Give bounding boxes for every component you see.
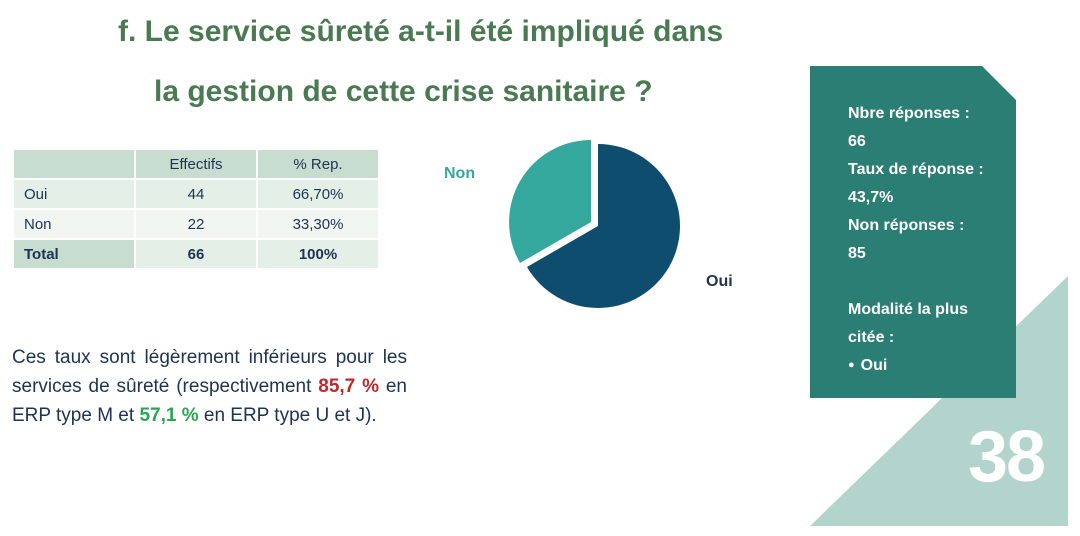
table-header-effectifs: Effectifs	[136, 150, 256, 178]
page-number: 38	[968, 417, 1046, 497]
note-value-erp-m: 85,7 %	[318, 376, 379, 397]
non-responses-value: 85	[848, 245, 866, 262]
frequency-table: Effectifs % Rep. Oui 44 66,70% Non 22 33…	[12, 148, 380, 270]
response-rate-value: 43,7%	[848, 189, 894, 206]
table-header-corner	[14, 150, 134, 178]
table-row-total: Total 66 100%	[14, 240, 378, 268]
note-value-erp-uj: 57,1 %	[139, 405, 199, 426]
total-pct: 100%	[258, 240, 378, 268]
modal-label-line-1: Modalité la plus	[848, 301, 969, 318]
comparison-note: Ces taux sont légèrement inférieurs pour…	[12, 343, 407, 430]
total-effectifs: 66	[136, 240, 256, 268]
pie-chart: Oui Non	[444, 140, 733, 308]
total-label: Total	[14, 240, 134, 268]
title-line-2: la gestion de cette crise sanitaire ?	[154, 75, 653, 108]
nb-responses-label: Nbre réponses :	[848, 105, 970, 122]
page-title: f. Le service sûreté a-t-il été impliqué…	[118, 2, 798, 122]
pie-label-oui: Oui	[706, 273, 733, 290]
row-effectifs: 44	[136, 180, 256, 208]
response-rate-label: Taux de réponse :	[848, 161, 984, 178]
table-header-row: Effectifs % Rep.	[14, 150, 378, 178]
table-row-oui: Oui 44 66,70%	[14, 180, 378, 208]
row-label: Non	[14, 210, 134, 238]
title-line-1: f. Le service sûreté a-t-il été impliqué…	[118, 15, 724, 48]
row-pct: 66,70%	[258, 180, 378, 208]
note-text-3: en ERP type U et J).	[198, 405, 377, 426]
table-header-pct: % Rep.	[258, 150, 378, 178]
row-pct: 33,30%	[258, 210, 378, 238]
row-label: Oui	[14, 180, 134, 208]
modal-value: Oui	[848, 352, 1002, 381]
nb-responses-value: 66	[848, 133, 866, 150]
pie-label-non: Non	[444, 165, 475, 182]
row-effectifs: 22	[136, 210, 256, 238]
table-row-non: Non 22 33,30%	[14, 210, 378, 238]
note-text-2: en ERP type M et	[12, 376, 407, 426]
note-text-1: Ces taux sont légèrement inférieurs pour…	[12, 347, 407, 397]
pie-slice-oui	[526, 144, 680, 308]
non-responses-label: Non réponses :	[848, 217, 965, 234]
pie-slice-non	[509, 140, 592, 263]
summary-panel: Nbre réponses : 66 Taux de réponse : 43,…	[810, 66, 1016, 398]
panel-spacer	[848, 268, 1002, 296]
modal-label-line-2: citée :	[848, 329, 895, 346]
